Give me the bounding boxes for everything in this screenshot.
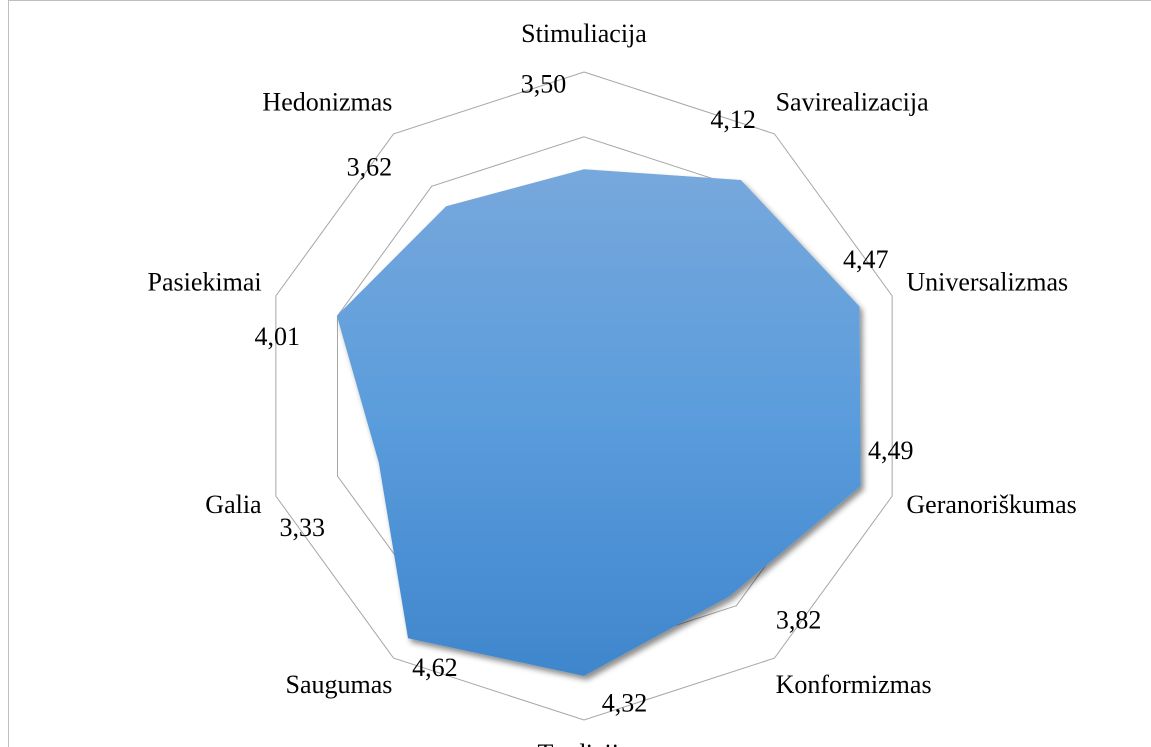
- value-label: 4,49: [868, 436, 914, 465]
- category-label: Konformizmas: [776, 670, 932, 699]
- value-label: 4,62: [412, 653, 458, 682]
- value-label: 3,50: [521, 70, 567, 99]
- chart-frame: [8, 0, 1151, 747]
- radar-area: [336, 169, 861, 676]
- value-label: 3,82: [776, 605, 822, 634]
- grid-ring: [275, 71, 893, 721]
- category-label: Stimuliacija: [521, 19, 647, 48]
- value-label: 3,33: [280, 513, 326, 542]
- value-label: 4,12: [710, 105, 756, 134]
- category-label: Galia: [205, 490, 262, 519]
- category-label: Geranoriškumas: [906, 490, 1076, 519]
- category-label: Tradicija: [538, 739, 631, 747]
- category-label: Hedonizmas: [262, 88, 392, 117]
- category-label: Universalizmas: [906, 268, 1068, 297]
- value-label: 4,01: [255, 322, 301, 351]
- value-label: 4,47: [843, 245, 889, 274]
- value-label: 4,32: [602, 688, 648, 717]
- value-label: 3,62: [347, 152, 393, 181]
- category-label: Pasiekimai: [148, 268, 262, 297]
- category-label: Savirealizacija: [776, 88, 929, 117]
- category-label: Saugumas: [286, 670, 393, 699]
